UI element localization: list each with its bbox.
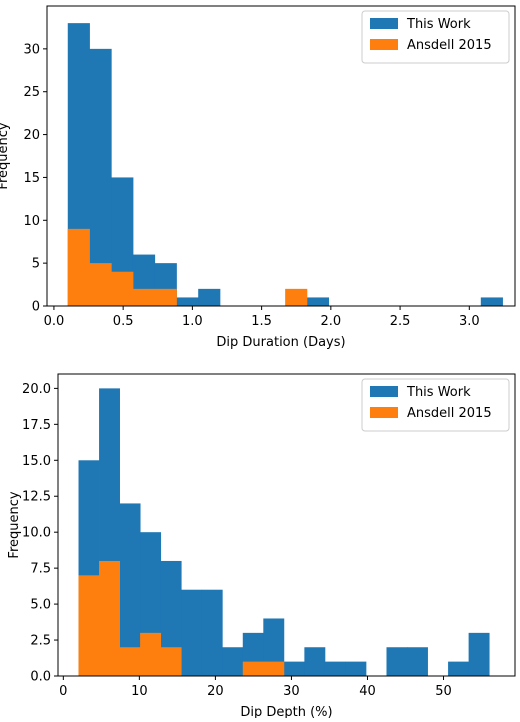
depth-bar — [263, 661, 285, 676]
depth-ytick-label: 5.0 — [30, 598, 51, 613]
duration-bar — [132, 288, 156, 306]
depth-ytick-label: 20.0 — [22, 382, 51, 397]
duration-bar — [111, 271, 134, 306]
duration-ytick-label: 10 — [23, 214, 40, 229]
duration-xtick-label: 0.0 — [44, 314, 65, 329]
depth-legend-swatch — [370, 386, 398, 397]
depth-bar — [140, 632, 162, 676]
depth-axes-frame — [57, 373, 516, 677]
depth-legend-box — [361, 378, 510, 432]
depth-bar — [468, 632, 490, 676]
depth-legend-swatch — [370, 407, 398, 418]
depth-bar — [160, 560, 182, 676]
duration-xlabel: Dip Duration (Days) — [216, 335, 345, 350]
depth-ytick-label: 10.0 — [22, 526, 51, 541]
depth-ytick-label: 7.5 — [30, 562, 51, 577]
duration-ytick-label: 15 — [23, 171, 40, 186]
depth-series-ansdell-2015 — [78, 560, 285, 676]
duration-bar — [198, 288, 221, 306]
duration-bar — [154, 288, 177, 306]
depth-bar — [448, 661, 470, 676]
duration-xtick-label: 0.5 — [113, 314, 134, 329]
duration-series-ansdell-2015 — [67, 228, 308, 306]
depth-bar — [304, 647, 326, 676]
duration-ytick-label: 0 — [32, 300, 40, 315]
duration-xtick-label: 1.5 — [251, 314, 272, 329]
depth-ytick-label: 17.5 — [22, 418, 51, 433]
duration-xtick-label: 1.0 — [182, 314, 203, 329]
depth-bar — [242, 661, 264, 676]
depth-xtick-label: 50 — [435, 684, 452, 699]
depth-bar — [222, 647, 244, 676]
depth-legend-label: This Work — [406, 385, 471, 400]
depth-bar — [78, 575, 100, 676]
duration-ytick-label: 5 — [32, 257, 40, 272]
depth-ytick-label: 2.5 — [30, 634, 51, 649]
duration-xtick-label: 2.0 — [321, 314, 342, 329]
depth-histogram: 0 10 20 30 40 50 0.0 2.5 5.0 7.5 10.0 12.5 15.0 17.5 2… — [7, 373, 516, 720]
duration-bar — [89, 48, 112, 307]
depth-bar — [386, 647, 408, 676]
depth-series-this-work — [78, 388, 490, 676]
depth-bar — [119, 647, 141, 676]
depth-xtick-label: 40 — [359, 684, 376, 699]
duration-ytick-label: 25 — [23, 85, 40, 100]
duration-bar — [89, 263, 112, 306]
duration-ytick-label: 20 — [23, 128, 40, 143]
depth-xtick-label: 0 — [59, 684, 67, 699]
duration-series-this-work — [67, 23, 503, 307]
depth-bar — [407, 647, 428, 676]
depth-xtick-label: 20 — [207, 684, 224, 699]
depth-ytick-label: 0.0 — [30, 670, 51, 685]
depth-bar — [160, 647, 182, 676]
duration-legend-label: This Work — [406, 17, 471, 32]
depth-bar — [324, 661, 346, 676]
duration-bar — [480, 297, 503, 306]
depth-bar — [201, 589, 223, 676]
duration-ylabel: Frequency — [0, 122, 11, 189]
depth-xlabel: Dip Depth (%) — [240, 705, 332, 718]
duration-xtick-label: 2.5 — [390, 314, 411, 329]
duration-ytick-label: 30 — [23, 42, 40, 57]
duration-axes-frame — [46, 5, 516, 307]
duration-bar — [67, 228, 90, 306]
depth-ytick-label: 15.0 — [22, 454, 51, 469]
duration-xtick-label: 3.0 — [459, 314, 480, 329]
duration-legend-box — [361, 10, 510, 64]
depth-bar — [99, 560, 120, 676]
duration-legend: This Work Ansdell 2015 — [361, 10, 510, 64]
duration-bar — [285, 288, 308, 306]
duration-legend-swatch — [370, 39, 398, 50]
depth-legend: This Work Ansdell 2015 — [361, 378, 510, 432]
depth-bar — [345, 661, 367, 676]
depth-bar — [119, 503, 141, 676]
depth-xtick-label: 30 — [283, 684, 300, 699]
duration-bar — [176, 297, 199, 306]
depth-bar — [181, 589, 203, 676]
duration-histogram: 0.0 0.5 1.0 1.5 2.0 2.5 3.0 0 5 10 15 20 25 30 Dip Dur… — [0, 5, 516, 350]
duration-legend-label: Ansdell 2015 — [407, 38, 492, 53]
depth-ytick-label: 12.5 — [22, 490, 51, 505]
duration-bar — [306, 297, 330, 306]
depth-xtick-label: 10 — [131, 684, 148, 699]
duration-legend-swatch — [370, 18, 398, 29]
depth-ylabel: Frequency — [7, 491, 22, 558]
depth-legend-label: Ansdell 2015 — [407, 406, 492, 421]
depth-bar — [283, 661, 305, 676]
